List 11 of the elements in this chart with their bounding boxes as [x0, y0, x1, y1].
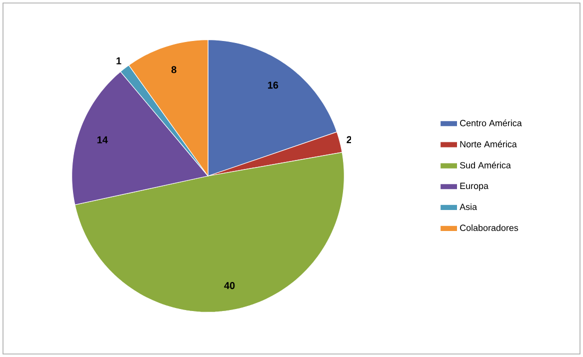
legend-label: Colaboradores	[460, 224, 518, 232]
data-label: 14	[97, 136, 108, 144]
data-label: 16	[268, 82, 278, 89]
legend-label: Centro América	[460, 120, 522, 126]
data-label: 40	[224, 282, 235, 290]
legend-label: Norte América	[460, 140, 517, 148]
data-label: 1	[116, 57, 122, 64]
legend-label: Europa	[460, 182, 488, 191]
legend-label: Asia	[460, 203, 478, 210]
data-label: 8	[171, 66, 176, 74]
legend-label: Sud América	[460, 162, 511, 168]
